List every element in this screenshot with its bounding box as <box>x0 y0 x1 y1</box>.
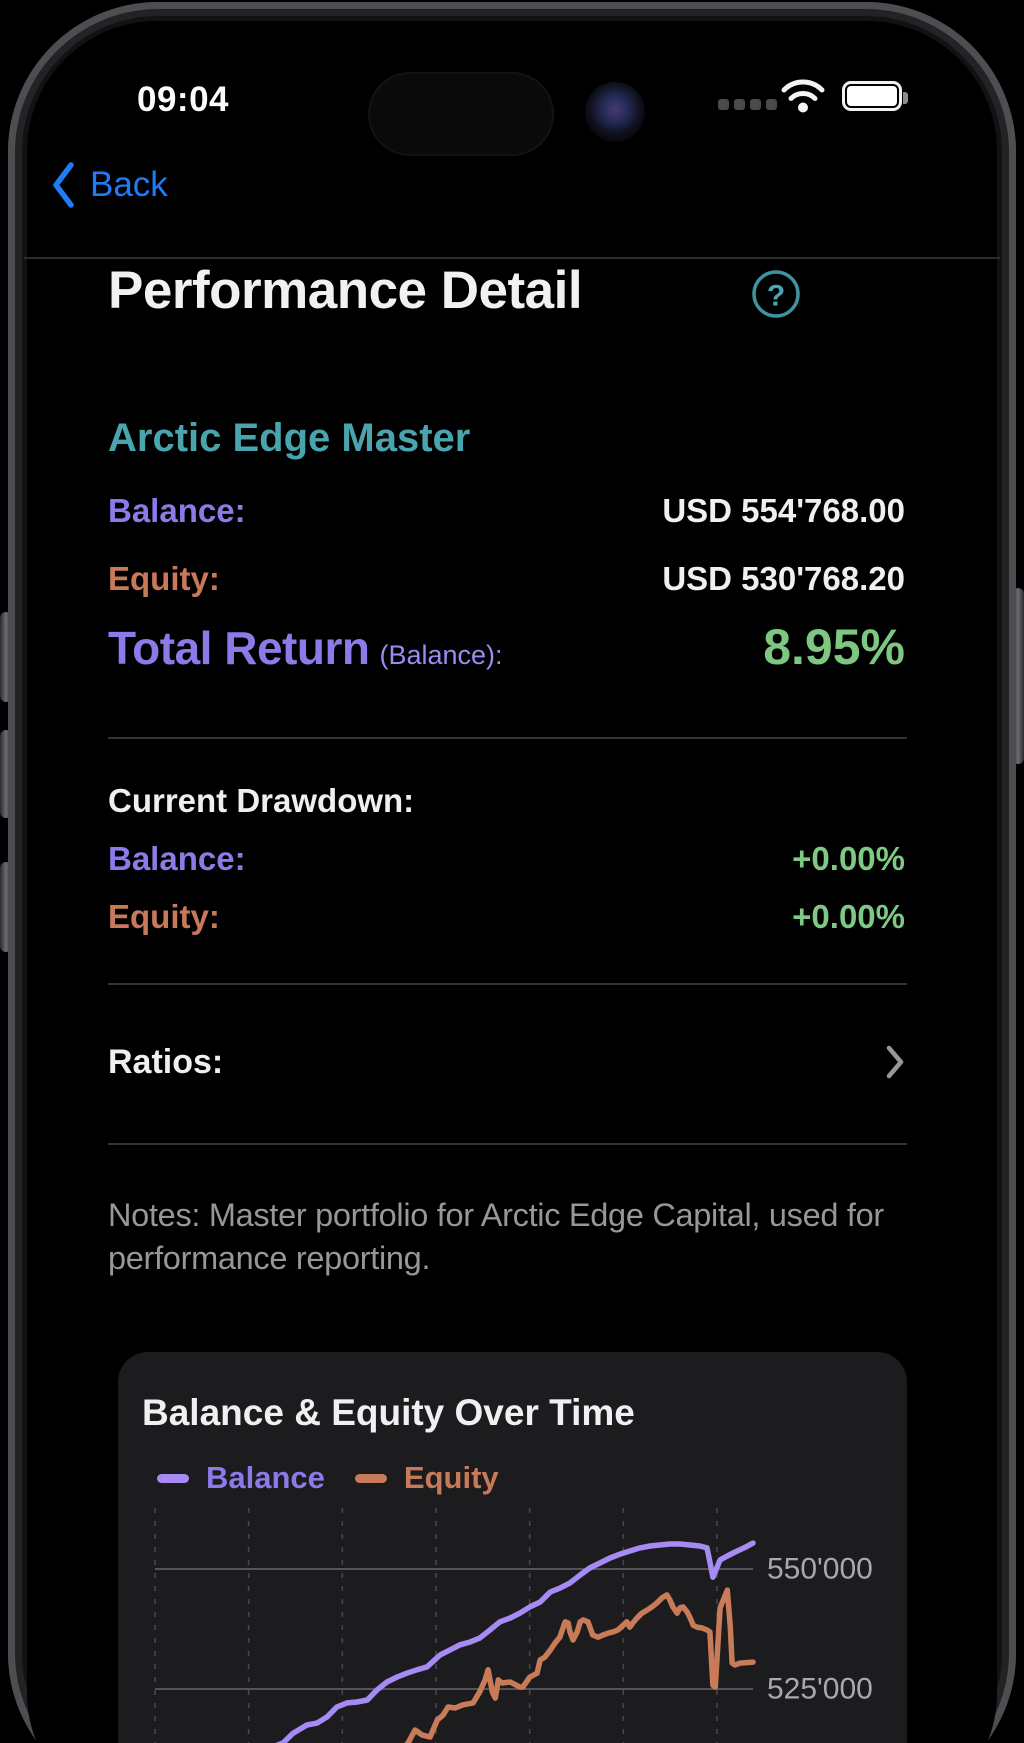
chart-legend: Balance Equity <box>157 1460 499 1496</box>
chart-title: Balance & Equity Over Time <box>142 1392 635 1433</box>
ratios-label: Ratios: <box>108 1042 224 1081</box>
balance-legend-swatch <box>157 1473 189 1483</box>
question-mark-glyph: ? <box>767 280 785 313</box>
help-button[interactable]: ? <box>746 264 806 324</box>
drawdown-equity-value: +0.00% <box>792 898 905 935</box>
nav-divider <box>24 257 1000 259</box>
equity-row: Equity: USD 530'768.20 <box>108 560 905 598</box>
battery-icon <box>842 81 908 111</box>
wifi-icon <box>781 79 825 113</box>
back-chevron-icon <box>53 162 74 208</box>
drawdown-balance-row: Balance: +0.00% <box>108 840 905 878</box>
total-return-label-group: Total Return (Balance): <box>108 621 503 675</box>
drawdown-balance-value: +0.00% <box>792 840 905 877</box>
balance-value: USD 554'768.00 <box>662 492 905 529</box>
divider <box>108 983 907 985</box>
chevron-right-icon <box>886 1045 904 1079</box>
dynamic-island <box>368 72 554 156</box>
total-return-qualifier: (Balance): <box>379 640 503 670</box>
equity-legend-swatch <box>354 1473 387 1483</box>
cellular-signal-icon <box>718 99 777 110</box>
drawdown-equity-row: Equity: +0.00% <box>108 898 905 936</box>
total-return-value: 8.95% <box>763 619 905 675</box>
drawdown-heading: Current Drawdown: <box>108 782 415 819</box>
notes-text: Notes: Master portfolio for Arctic Edge … <box>108 1197 884 1276</box>
divider <box>108 737 907 739</box>
account-name: Arctic Edge Master <box>108 416 471 460</box>
ratios-row[interactable]: Ratios: <box>108 1042 907 1082</box>
total-return-label: Total Return <box>108 622 370 674</box>
drawdown-equity-label: Equity: <box>108 898 220 935</box>
balance-legend-label: Balance <box>206 1460 325 1495</box>
legend-item-equity: Equity <box>354 1460 499 1496</box>
total-return-row: Total Return (Balance): 8.95% <box>108 618 905 676</box>
equity-value: USD 530'768.20 <box>662 560 905 597</box>
back-button[interactable]: Back <box>50 160 168 210</box>
legend-item-balance: Balance <box>157 1460 325 1496</box>
front-camera <box>585 82 645 142</box>
divider <box>108 1143 907 1145</box>
equity-legend-label: Equity <box>403 1460 499 1495</box>
status-time: 09:04 <box>136 80 230 119</box>
page-title: Performance Detail <box>108 261 583 320</box>
drawdown-balance-label: Balance: <box>108 840 246 877</box>
balance-label: Balance: <box>108 492 246 529</box>
back-label: Back <box>90 165 168 204</box>
equity-label: Equity: <box>108 560 220 597</box>
balance-row: Balance: USD 554'768.00 <box>108 492 905 530</box>
